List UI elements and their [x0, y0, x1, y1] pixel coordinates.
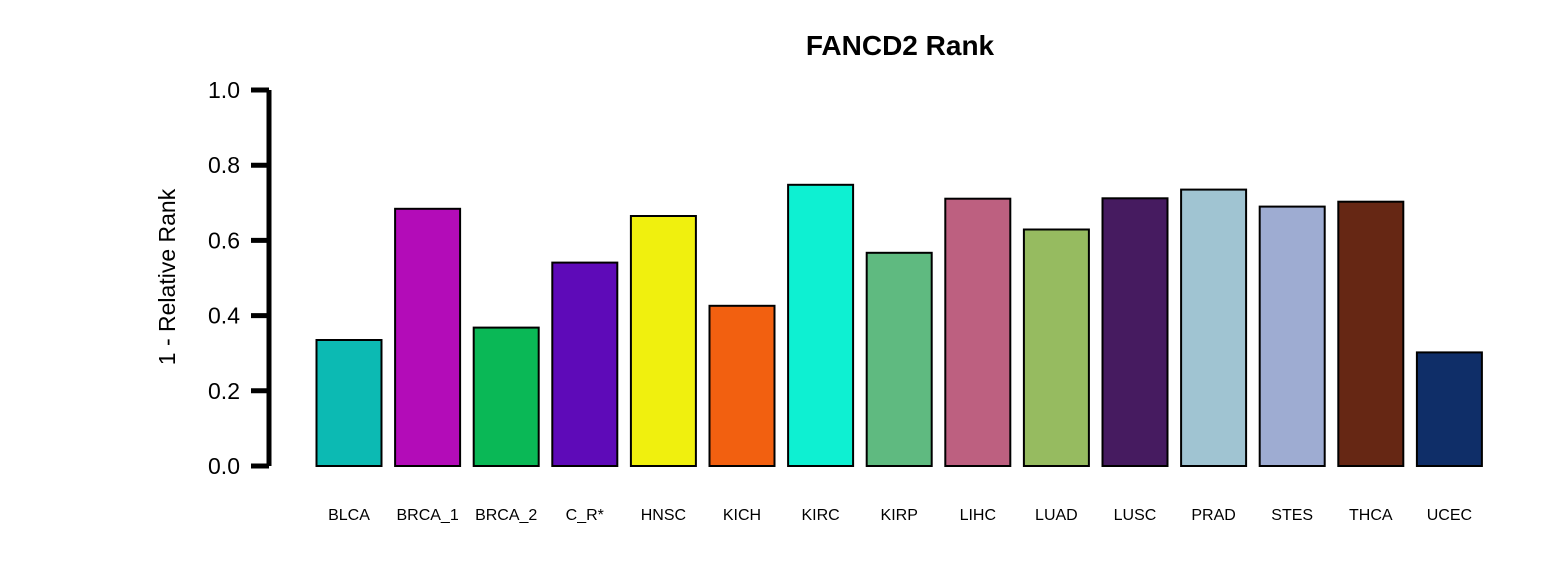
x-tick-label: KICH	[723, 507, 761, 524]
bar-ucec	[1415, 351, 1483, 467]
bar-kirp	[865, 251, 933, 467]
y-tick-label: 0.6	[208, 227, 240, 253]
x-tick-label: KIRP	[881, 507, 918, 524]
chart-title: FANCD2 Rank	[806, 30, 995, 61]
bar-kich	[708, 304, 776, 467]
bar-kirc	[787, 183, 855, 468]
x-tick-label: THCA	[1349, 507, 1393, 524]
x-tick-label: STES	[1271, 507, 1313, 524]
bar-thca	[1337, 200, 1405, 467]
x-tick-label: LUAD	[1035, 507, 1078, 524]
y-tick-label: 0.4	[208, 303, 240, 329]
x-tick-label: UCEC	[1427, 507, 1472, 524]
bar-brca-2	[472, 326, 540, 467]
y-axis-label: 1 - Relative Rank	[154, 188, 180, 365]
y-tick-label: 0.8	[208, 152, 240, 178]
x-tick-labels: BLCA BRCA_1 BRCA_2 C_R* HNSC KICH KIRC KIRP LIHC…	[328, 507, 1472, 524]
x-tick-label: BLCA	[328, 507, 370, 524]
x-tick-label: HNSC	[641, 507, 686, 524]
y-tick-label: 0.0	[208, 453, 240, 479]
bars-group	[315, 183, 1483, 468]
x-tick-label: LUSC	[1114, 507, 1157, 524]
bar-c-r	[551, 261, 619, 467]
y-tick-label: 1.0	[208, 77, 240, 103]
x-tick-label: BRCA_1	[396, 507, 458, 524]
x-tick-label: BRCA_2	[475, 507, 537, 524]
y-axis: 0.0 0.2 0.4 0.6 0.8 1.0	[208, 77, 272, 479]
bar-brca-1	[394, 207, 462, 468]
bar-luad	[1022, 228, 1090, 467]
x-tick-label: LIHC	[960, 507, 996, 524]
y-tick-label: 0.2	[208, 378, 240, 404]
bar-lihc	[944, 197, 1012, 467]
bar-lusc	[1101, 197, 1169, 468]
x-tick-label: C_R*	[566, 507, 604, 524]
x-tick-label: PRAD	[1191, 507, 1235, 524]
x-tick-label: KIRC	[801, 507, 839, 524]
bar-stes	[1258, 205, 1326, 467]
bar-prad	[1180, 188, 1248, 467]
bar-blca	[315, 339, 383, 467]
bar-hnsc	[629, 215, 697, 467]
